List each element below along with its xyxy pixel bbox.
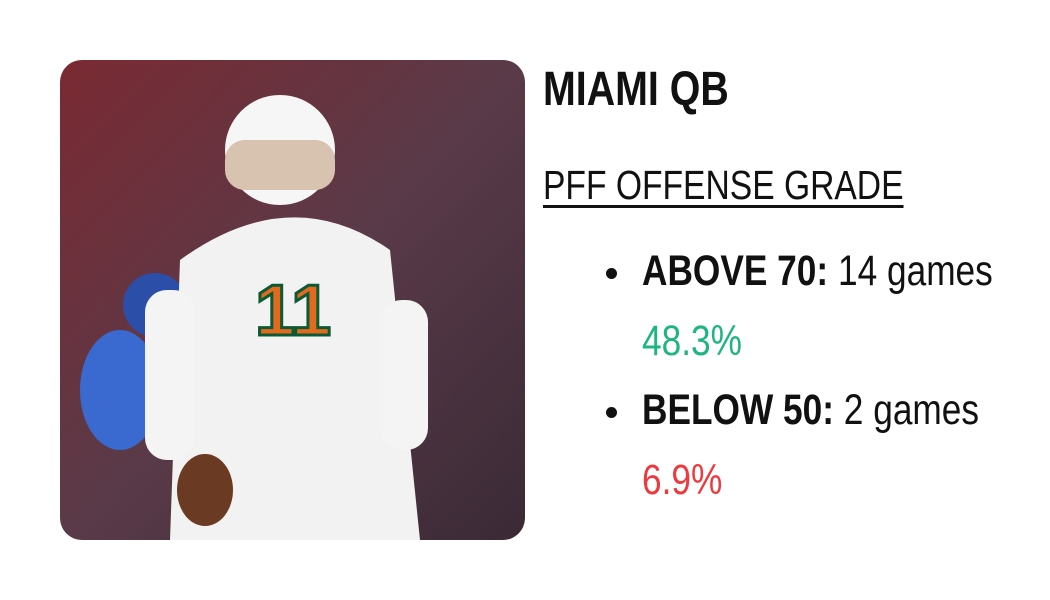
item-detail: 14 games xyxy=(837,247,993,295)
bullet xyxy=(606,407,617,418)
svg-text:11: 11 xyxy=(255,271,331,351)
item-label: BELOW 50: xyxy=(642,386,834,434)
item-line: BELOW 50: 2 games xyxy=(642,386,979,435)
item-line: ABOVE 70: 14 games xyxy=(642,247,993,296)
player-photo: 11 xyxy=(60,60,525,540)
item-label: ABOVE 70: xyxy=(642,247,829,295)
item-percent: 6.9% xyxy=(642,456,723,504)
bullet xyxy=(606,268,617,279)
item-percent: 48.3% xyxy=(642,317,742,365)
item-detail: 2 games xyxy=(843,386,980,434)
section-heading: PFF OFFENSE GRADE xyxy=(543,162,904,208)
title: MIAMI QB xyxy=(543,63,729,116)
